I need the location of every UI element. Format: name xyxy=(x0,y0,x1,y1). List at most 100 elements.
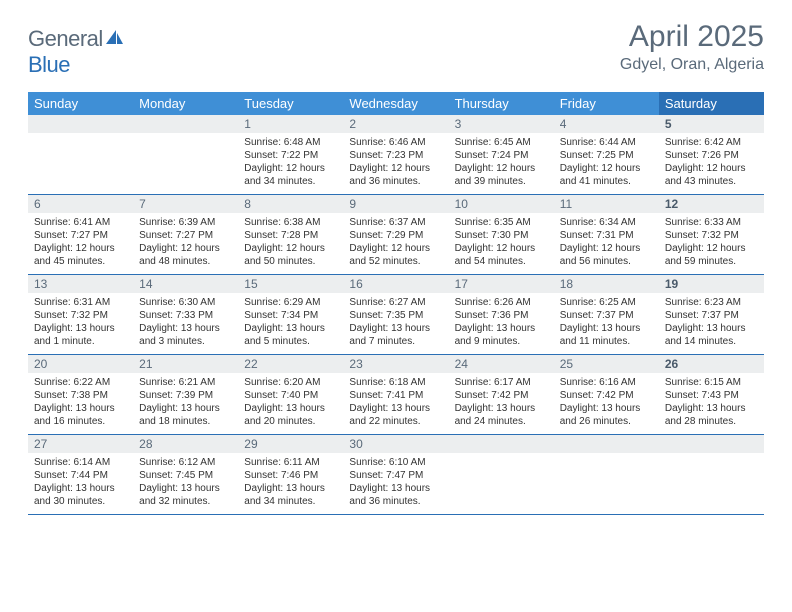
sunset-line: Sunset: 7:42 PM xyxy=(455,389,548,402)
sunrise-line: Sunrise: 6:27 AM xyxy=(349,296,442,309)
location-text: Gdyel, Oran, Algeria xyxy=(620,56,764,74)
date-number xyxy=(28,115,133,133)
daylight-line: Daylight: 12 hours and 41 minutes. xyxy=(560,162,653,188)
date-number xyxy=(449,435,554,453)
date-number: 11 xyxy=(554,195,659,213)
sunset-line: Sunset: 7:38 PM xyxy=(34,389,127,402)
sunset-line: Sunset: 7:43 PM xyxy=(665,389,758,402)
sunset-line: Sunset: 7:44 PM xyxy=(34,469,127,482)
daylight-line: Daylight: 13 hours and 5 minutes. xyxy=(244,322,337,348)
day-info: Sunrise: 6:48 AMSunset: 7:22 PMDaylight:… xyxy=(238,133,343,194)
sunrise-line: Sunrise: 6:20 AM xyxy=(244,376,337,389)
sunset-line: Sunset: 7:22 PM xyxy=(244,149,337,162)
date-number: 1 xyxy=(238,115,343,133)
daylight-line: Daylight: 13 hours and 30 minutes. xyxy=(34,482,127,508)
sunset-line: Sunset: 7:31 PM xyxy=(560,229,653,242)
sunset-line: Sunset: 7:34 PM xyxy=(244,309,337,322)
calendar-day-cell: 17Sunrise: 6:26 AMSunset: 7:36 PMDayligh… xyxy=(449,275,554,355)
sunset-line: Sunset: 7:26 PM xyxy=(665,149,758,162)
sunset-line: Sunset: 7:42 PM xyxy=(560,389,653,402)
daylight-line: Daylight: 12 hours and 59 minutes. xyxy=(665,242,758,268)
calendar-day-cell: 12Sunrise: 6:33 AMSunset: 7:32 PMDayligh… xyxy=(659,195,764,275)
day-info xyxy=(449,453,554,513)
date-number: 20 xyxy=(28,355,133,373)
calendar-empty-cell xyxy=(554,435,659,515)
calendar-day-cell: 18Sunrise: 6:25 AMSunset: 7:37 PMDayligh… xyxy=(554,275,659,355)
day-info: Sunrise: 6:46 AMSunset: 7:23 PMDaylight:… xyxy=(343,133,448,194)
date-number: 24 xyxy=(449,355,554,373)
daylight-line: Daylight: 12 hours and 45 minutes. xyxy=(34,242,127,268)
day-info: Sunrise: 6:42 AMSunset: 7:26 PMDaylight:… xyxy=(659,133,764,194)
calendar-day-cell: 16Sunrise: 6:27 AMSunset: 7:35 PMDayligh… xyxy=(343,275,448,355)
sunrise-line: Sunrise: 6:15 AM xyxy=(665,376,758,389)
sunrise-line: Sunrise: 6:22 AM xyxy=(34,376,127,389)
sunset-line: Sunset: 7:40 PM xyxy=(244,389,337,402)
daylight-line: Daylight: 12 hours and 48 minutes. xyxy=(139,242,232,268)
calendar-day-cell: 4 Sunrise: 6:44 AMSunset: 7:25 PMDaylight… xyxy=(554,115,659,195)
daylight-line: Daylight: 13 hours and 20 minutes. xyxy=(244,402,337,428)
day-info: Sunrise: 6:12 AMSunset: 7:45 PMDaylight:… xyxy=(133,453,238,514)
day-header-row: SundayMondayTuesdayWednesdayThursdayFrid… xyxy=(28,92,764,115)
sunset-line: Sunset: 7:29 PM xyxy=(349,229,442,242)
date-number: 10 xyxy=(449,195,554,213)
daylight-line: Daylight: 13 hours and 3 minutes. xyxy=(139,322,232,348)
date-number: 8 xyxy=(238,195,343,213)
sunrise-line: Sunrise: 6:45 AM xyxy=(455,136,548,149)
daylight-line: Daylight: 13 hours and 16 minutes. xyxy=(34,402,127,428)
day-info: Sunrise: 6:45 AMSunset: 7:24 PMDaylight:… xyxy=(449,133,554,194)
calendar-day-cell: 15Sunrise: 6:29 AMSunset: 7:34 PMDayligh… xyxy=(238,275,343,355)
sunset-line: Sunset: 7:32 PM xyxy=(665,229,758,242)
date-number: 29 xyxy=(238,435,343,453)
day-info: Sunrise: 6:15 AMSunset: 7:43 PMDaylight:… xyxy=(659,373,764,434)
calendar-body: 1Sunrise: 6:48 AMSunset: 7:22 PMDaylight… xyxy=(28,115,764,515)
date-number: 21 xyxy=(133,355,238,373)
calendar-day-cell: 8Sunrise: 6:38 AMSunset: 7:28 PMDaylight… xyxy=(238,195,343,275)
daylight-line: Daylight: 12 hours and 36 minutes. xyxy=(349,162,442,188)
date-number: 25 xyxy=(554,355,659,373)
calendar-day-cell: 3Sunrise: 6:45 AMSunset: 7:24 PMDaylight… xyxy=(449,115,554,195)
sunset-line: Sunset: 7:46 PM xyxy=(244,469,337,482)
date-number: 7 xyxy=(133,195,238,213)
sunrise-line: Sunrise: 6:16 AM xyxy=(560,376,653,389)
day-info: Sunrise: 6:14 AMSunset: 7:44 PMDaylight:… xyxy=(28,453,133,514)
date-number: 14 xyxy=(133,275,238,293)
daylight-line: Daylight: 12 hours and 43 minutes. xyxy=(665,162,758,188)
sunset-line: Sunset: 7:25 PM xyxy=(560,149,653,162)
day-info xyxy=(659,453,764,513)
sunrise-line: Sunrise: 6:18 AM xyxy=(349,376,442,389)
date-number: 15 xyxy=(238,275,343,293)
sunrise-line: Sunrise: 6:42 AM xyxy=(665,136,758,149)
day-info: Sunrise: 6:35 AMSunset: 7:30 PMDaylight:… xyxy=(449,213,554,274)
sunset-line: Sunset: 7:30 PM xyxy=(455,229,548,242)
day-header: Saturday xyxy=(659,92,764,115)
sunrise-line: Sunrise: 6:11 AM xyxy=(244,456,337,469)
date-number: 4 xyxy=(554,115,659,133)
calendar-empty-cell xyxy=(659,435,764,515)
day-info: Sunrise: 6:34 AMSunset: 7:31 PMDaylight:… xyxy=(554,213,659,274)
daylight-line: Daylight: 13 hours and 22 minutes. xyxy=(349,402,442,428)
calendar-day-cell: 23Sunrise: 6:18 AMSunset: 7:41 PMDayligh… xyxy=(343,355,448,435)
day-info xyxy=(133,133,238,193)
sunset-line: Sunset: 7:45 PM xyxy=(139,469,232,482)
date-number: 9 xyxy=(343,195,448,213)
calendar-week-row: 20Sunrise: 6:22 AMSunset: 7:38 PMDayligh… xyxy=(28,355,764,435)
daylight-line: Daylight: 13 hours and 1 minute. xyxy=(34,322,127,348)
sunset-line: Sunset: 7:32 PM xyxy=(34,309,127,322)
date-number: 28 xyxy=(133,435,238,453)
day-header: Wednesday xyxy=(343,92,448,115)
date-number: 3 xyxy=(449,115,554,133)
day-info: Sunrise: 6:29 AMSunset: 7:34 PMDaylight:… xyxy=(238,293,343,354)
daylight-line: Daylight: 13 hours and 28 minutes. xyxy=(665,402,758,428)
daylight-line: Daylight: 13 hours and 7 minutes. xyxy=(349,322,442,348)
date-number xyxy=(659,435,764,453)
sunrise-line: Sunrise: 6:44 AM xyxy=(560,136,653,149)
date-number: 23 xyxy=(343,355,448,373)
sunrise-line: Sunrise: 6:38 AM xyxy=(244,216,337,229)
calendar-day-cell: 7Sunrise: 6:39 AMSunset: 7:27 PMDaylight… xyxy=(133,195,238,275)
date-number: 17 xyxy=(449,275,554,293)
sunrise-line: Sunrise: 6:26 AM xyxy=(455,296,548,309)
date-number: 6 xyxy=(28,195,133,213)
date-number: 12 xyxy=(659,195,764,213)
sunset-line: Sunset: 7:36 PM xyxy=(455,309,548,322)
sunrise-line: Sunrise: 6:35 AM xyxy=(455,216,548,229)
